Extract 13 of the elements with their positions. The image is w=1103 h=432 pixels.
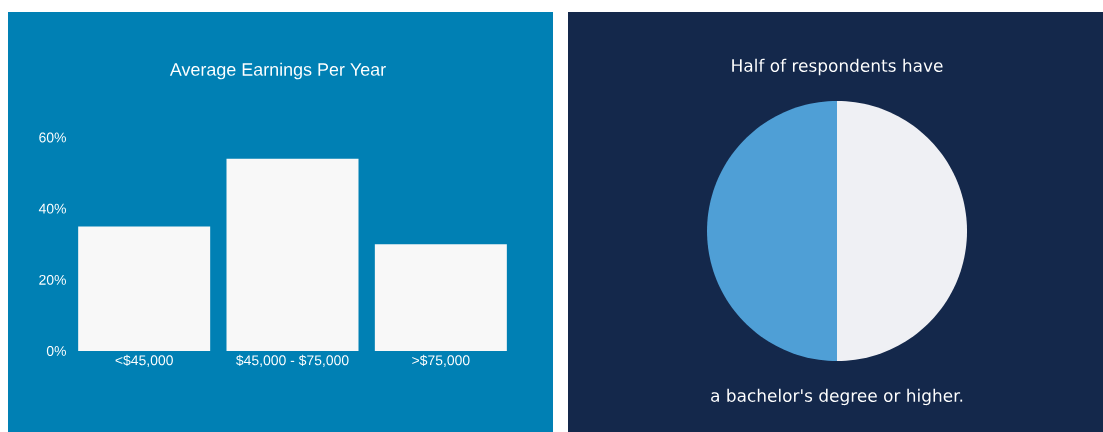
bar	[226, 158, 359, 351]
bar	[374, 244, 507, 351]
y-tick-label: 40%	[38, 203, 66, 214]
y-tick-label: 0%	[46, 346, 66, 356]
y-tick-label: 60%	[39, 132, 66, 143]
text: a bachelor's degree or higher.	[711, 388, 963, 406]
chart-title: Half of respondents have	[732, 58, 943, 76]
x-tick-label: $45,000 - $75,000	[236, 354, 349, 367]
chart-title: Average Earnings Per Year	[169, 62, 386, 80]
x-tick-label: <$45,000	[115, 354, 173, 367]
x-tick-label: >$75,000	[412, 354, 470, 367]
y-tick-label: 20%	[39, 274, 66, 285]
bar	[78, 226, 211, 351]
